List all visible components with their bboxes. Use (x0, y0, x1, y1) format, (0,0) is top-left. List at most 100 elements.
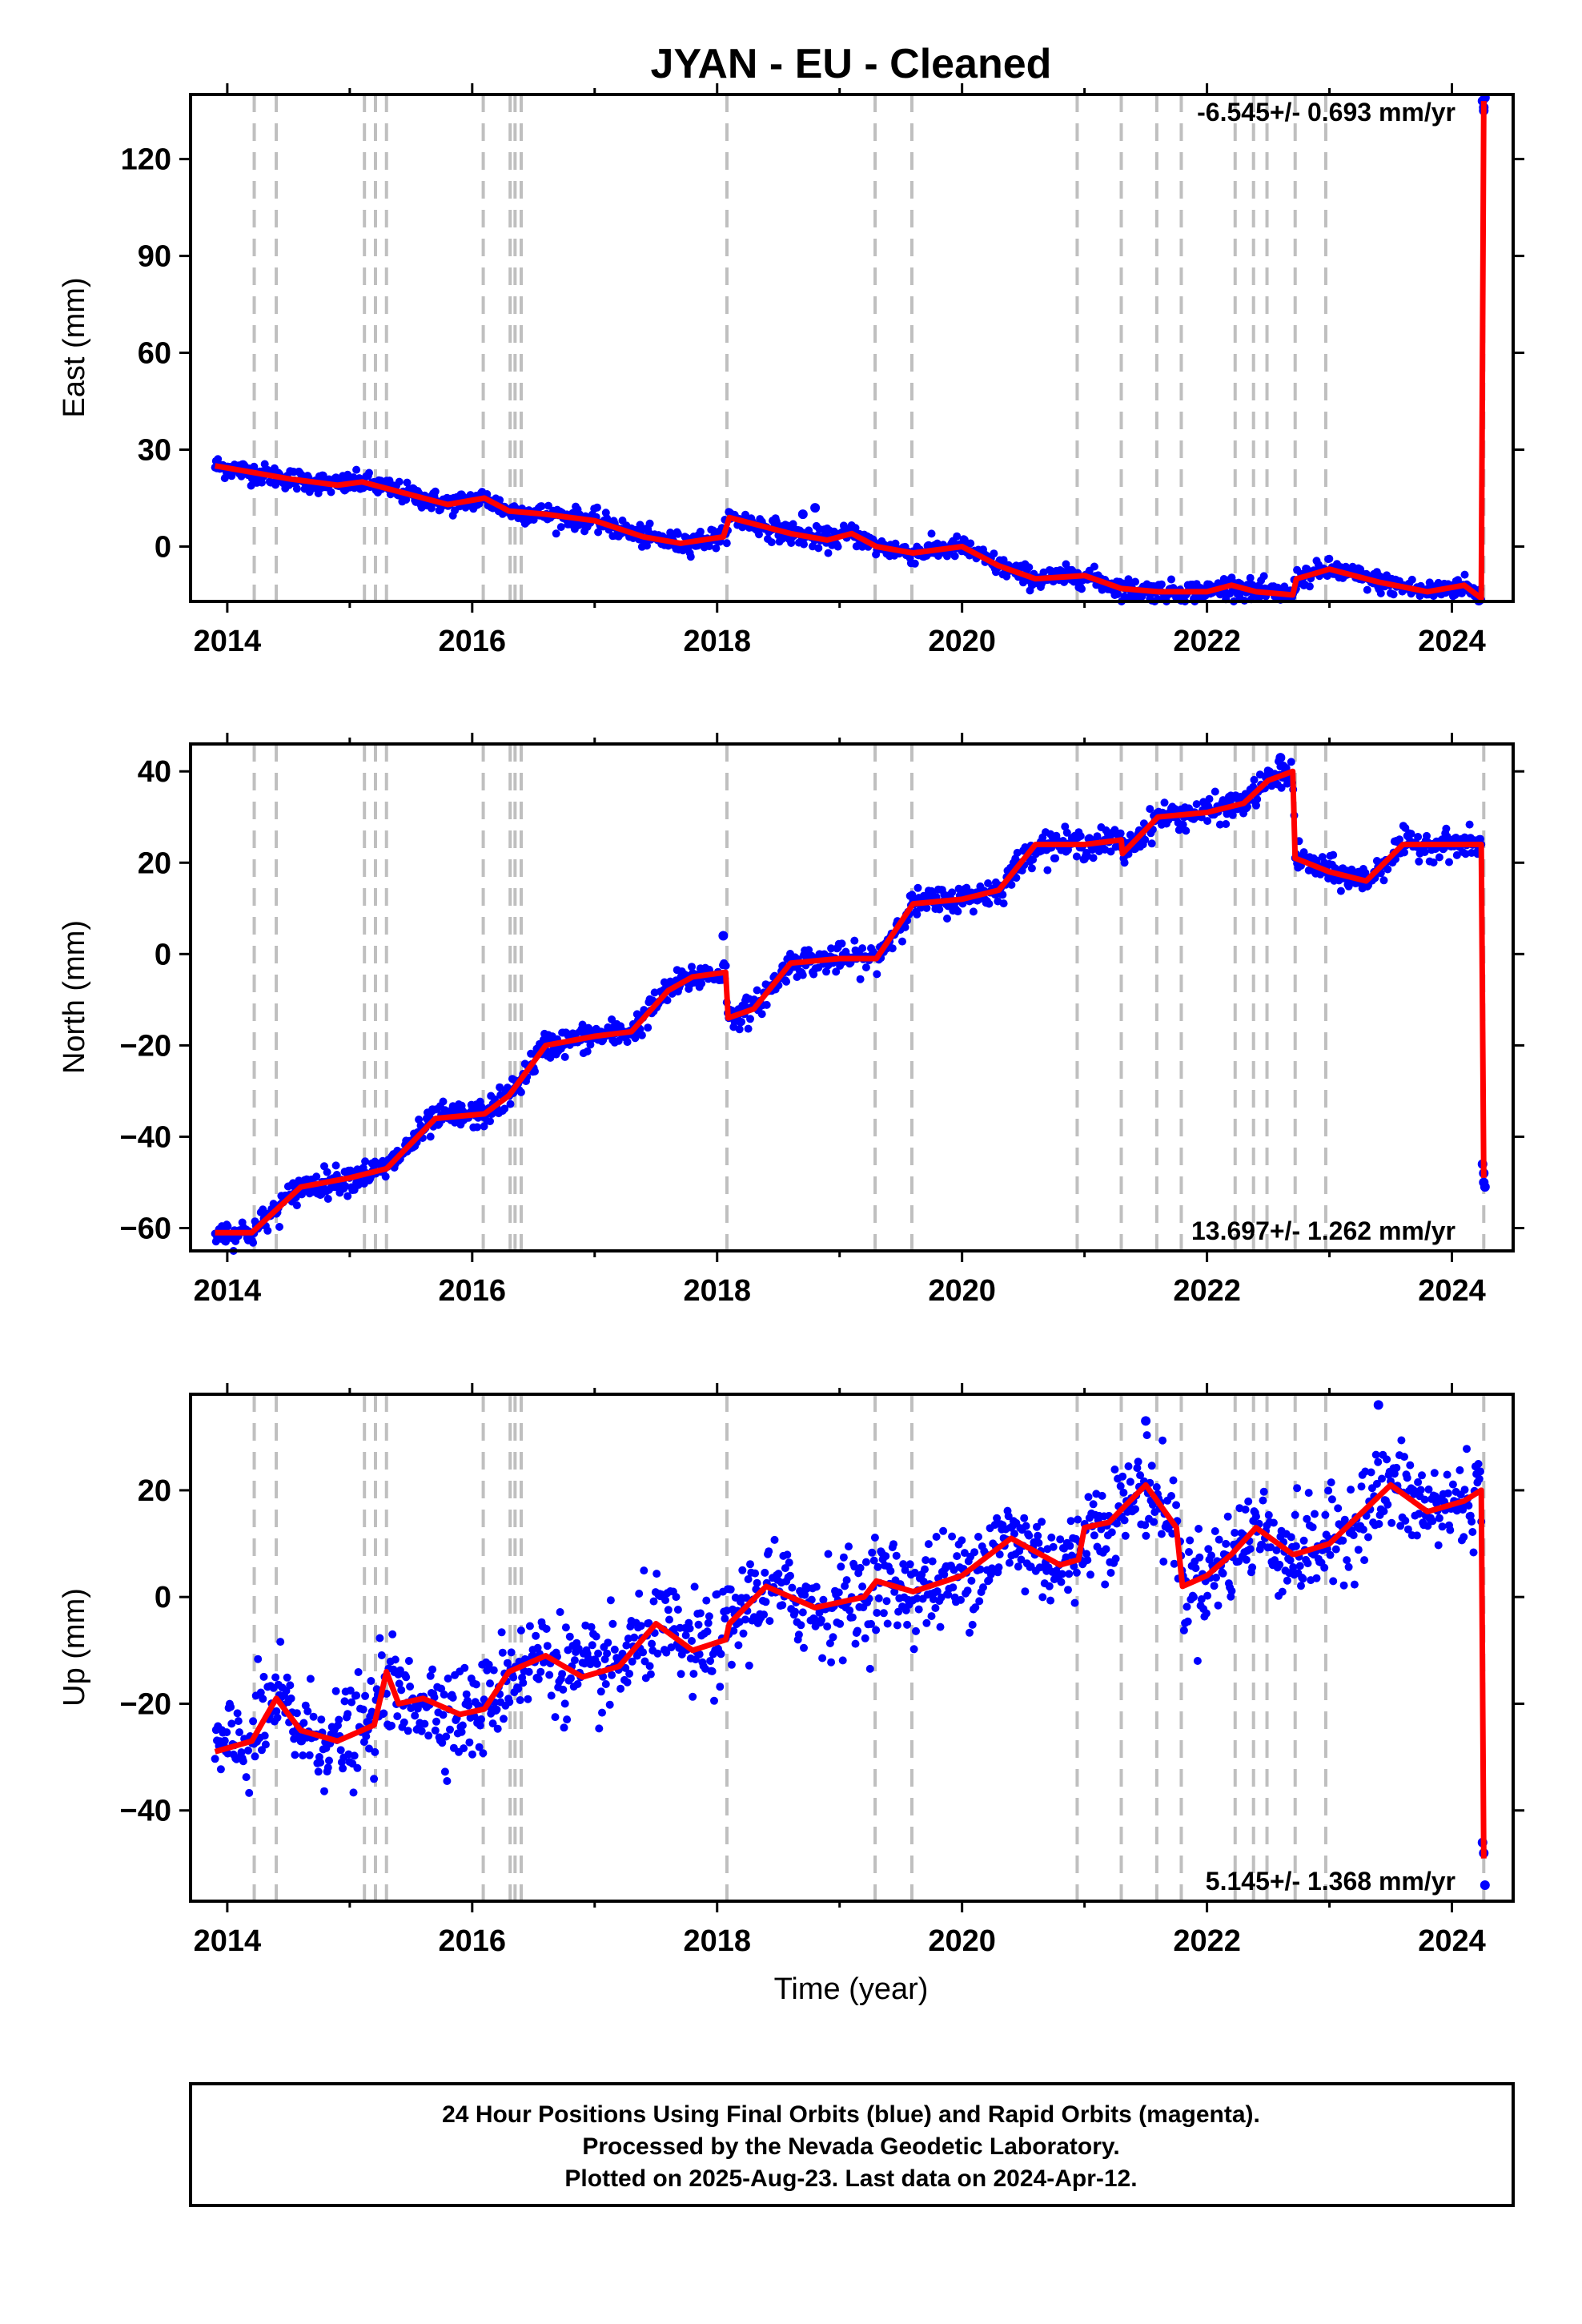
data-point (815, 1608, 824, 1617)
data-point (856, 975, 865, 983)
data-point (1157, 1530, 1166, 1538)
data-point (637, 1031, 646, 1039)
data-point (1047, 1533, 1056, 1542)
data-point (873, 1562, 882, 1571)
data-point (1231, 1529, 1239, 1537)
data-point (1468, 1528, 1477, 1536)
data-point (1014, 1562, 1022, 1571)
data-point (258, 1746, 266, 1755)
data-point (1025, 563, 1034, 572)
data-point (1148, 1501, 1157, 1509)
data-point (1160, 798, 1169, 807)
data-point (1329, 1577, 1338, 1586)
data-point (524, 1695, 532, 1703)
data-point (1093, 832, 1102, 841)
data-point (1057, 1578, 1066, 1586)
data-point (259, 1672, 268, 1681)
data-point (1246, 573, 1255, 582)
data-point (1222, 1539, 1231, 1548)
data-point (1170, 1559, 1178, 1568)
east-axis-label: East (mm) (58, 277, 91, 417)
data-point (438, 1739, 447, 1747)
data-point (960, 1549, 969, 1558)
data-point (623, 1038, 632, 1047)
data-point (1195, 1553, 1204, 1562)
data-point (1061, 822, 1070, 831)
up-axis-label: Up (mm) (58, 1588, 91, 1707)
data-point (1136, 1471, 1145, 1480)
data-point (352, 1691, 361, 1700)
x-tick-label: 2020 (928, 1274, 996, 1308)
data-point (1043, 866, 1052, 875)
data-point (1202, 1609, 1211, 1618)
data-point (1227, 573, 1236, 582)
data-point (1277, 783, 1286, 792)
data-point (688, 1637, 696, 1645)
data-point (1167, 1492, 1175, 1500)
data-point (1396, 1522, 1405, 1530)
data-point (727, 1660, 736, 1669)
data-point (353, 1763, 362, 1772)
data-point (1159, 1558, 1168, 1566)
data-point (810, 1614, 819, 1623)
data-point (1005, 1558, 1014, 1567)
data-point (1468, 1518, 1476, 1526)
data-point (272, 1707, 281, 1715)
data-point (1045, 1582, 1054, 1590)
data-point (914, 1605, 923, 1614)
data-point (339, 1764, 347, 1773)
data-point (827, 1658, 836, 1667)
data-point (827, 944, 836, 953)
data-point (1371, 1450, 1380, 1459)
data-point (901, 923, 909, 931)
data-point (1185, 1548, 1193, 1556)
data-point (565, 1632, 574, 1641)
data-point (1252, 1512, 1260, 1521)
data-point (856, 1563, 865, 1572)
data-point (639, 1648, 648, 1657)
data-point (534, 1675, 543, 1683)
data-point (845, 1606, 854, 1614)
data-point (1259, 1496, 1267, 1505)
data-point (260, 1731, 269, 1740)
data-point (578, 1020, 587, 1029)
data-point (703, 1627, 712, 1636)
data-point (935, 905, 944, 914)
data-point (910, 1568, 919, 1577)
data-point (525, 1622, 534, 1630)
data-point (936, 1622, 945, 1631)
east-axis-ticks: 2014 2016 2018 2020 2022 2024 0 30 60 90 120 (121, 83, 1524, 658)
data-point (1287, 758, 1295, 766)
data-point (1438, 1522, 1447, 1531)
data-point (940, 1570, 949, 1579)
data-point (1329, 850, 1338, 859)
data-point (443, 1777, 452, 1785)
data-point (486, 1117, 494, 1126)
data-point (1305, 582, 1314, 591)
data-point (744, 1575, 753, 1583)
data-point (899, 1560, 908, 1569)
data-point (1083, 1556, 1092, 1565)
data-point (757, 1010, 766, 1019)
data-point (561, 1623, 570, 1632)
data-point (1392, 1463, 1401, 1472)
data-point (1443, 1489, 1452, 1498)
data-point (858, 1582, 867, 1591)
data-point (343, 1192, 352, 1200)
data-point (537, 502, 546, 511)
data-point (782, 977, 791, 986)
data-point (665, 1615, 673, 1624)
x-axis-label: Time (year) (774, 1972, 929, 2006)
data-point (596, 1687, 605, 1696)
data-point (1142, 1531, 1150, 1540)
data-point (551, 1713, 560, 1722)
data-point (1475, 1474, 1484, 1483)
data-point (1275, 753, 1286, 763)
data-point (1291, 1542, 1300, 1550)
data-point (1327, 1478, 1335, 1487)
data-point (346, 1687, 355, 1695)
data-point (327, 488, 335, 497)
data-point (1357, 1482, 1366, 1491)
data-point (1360, 1556, 1369, 1565)
